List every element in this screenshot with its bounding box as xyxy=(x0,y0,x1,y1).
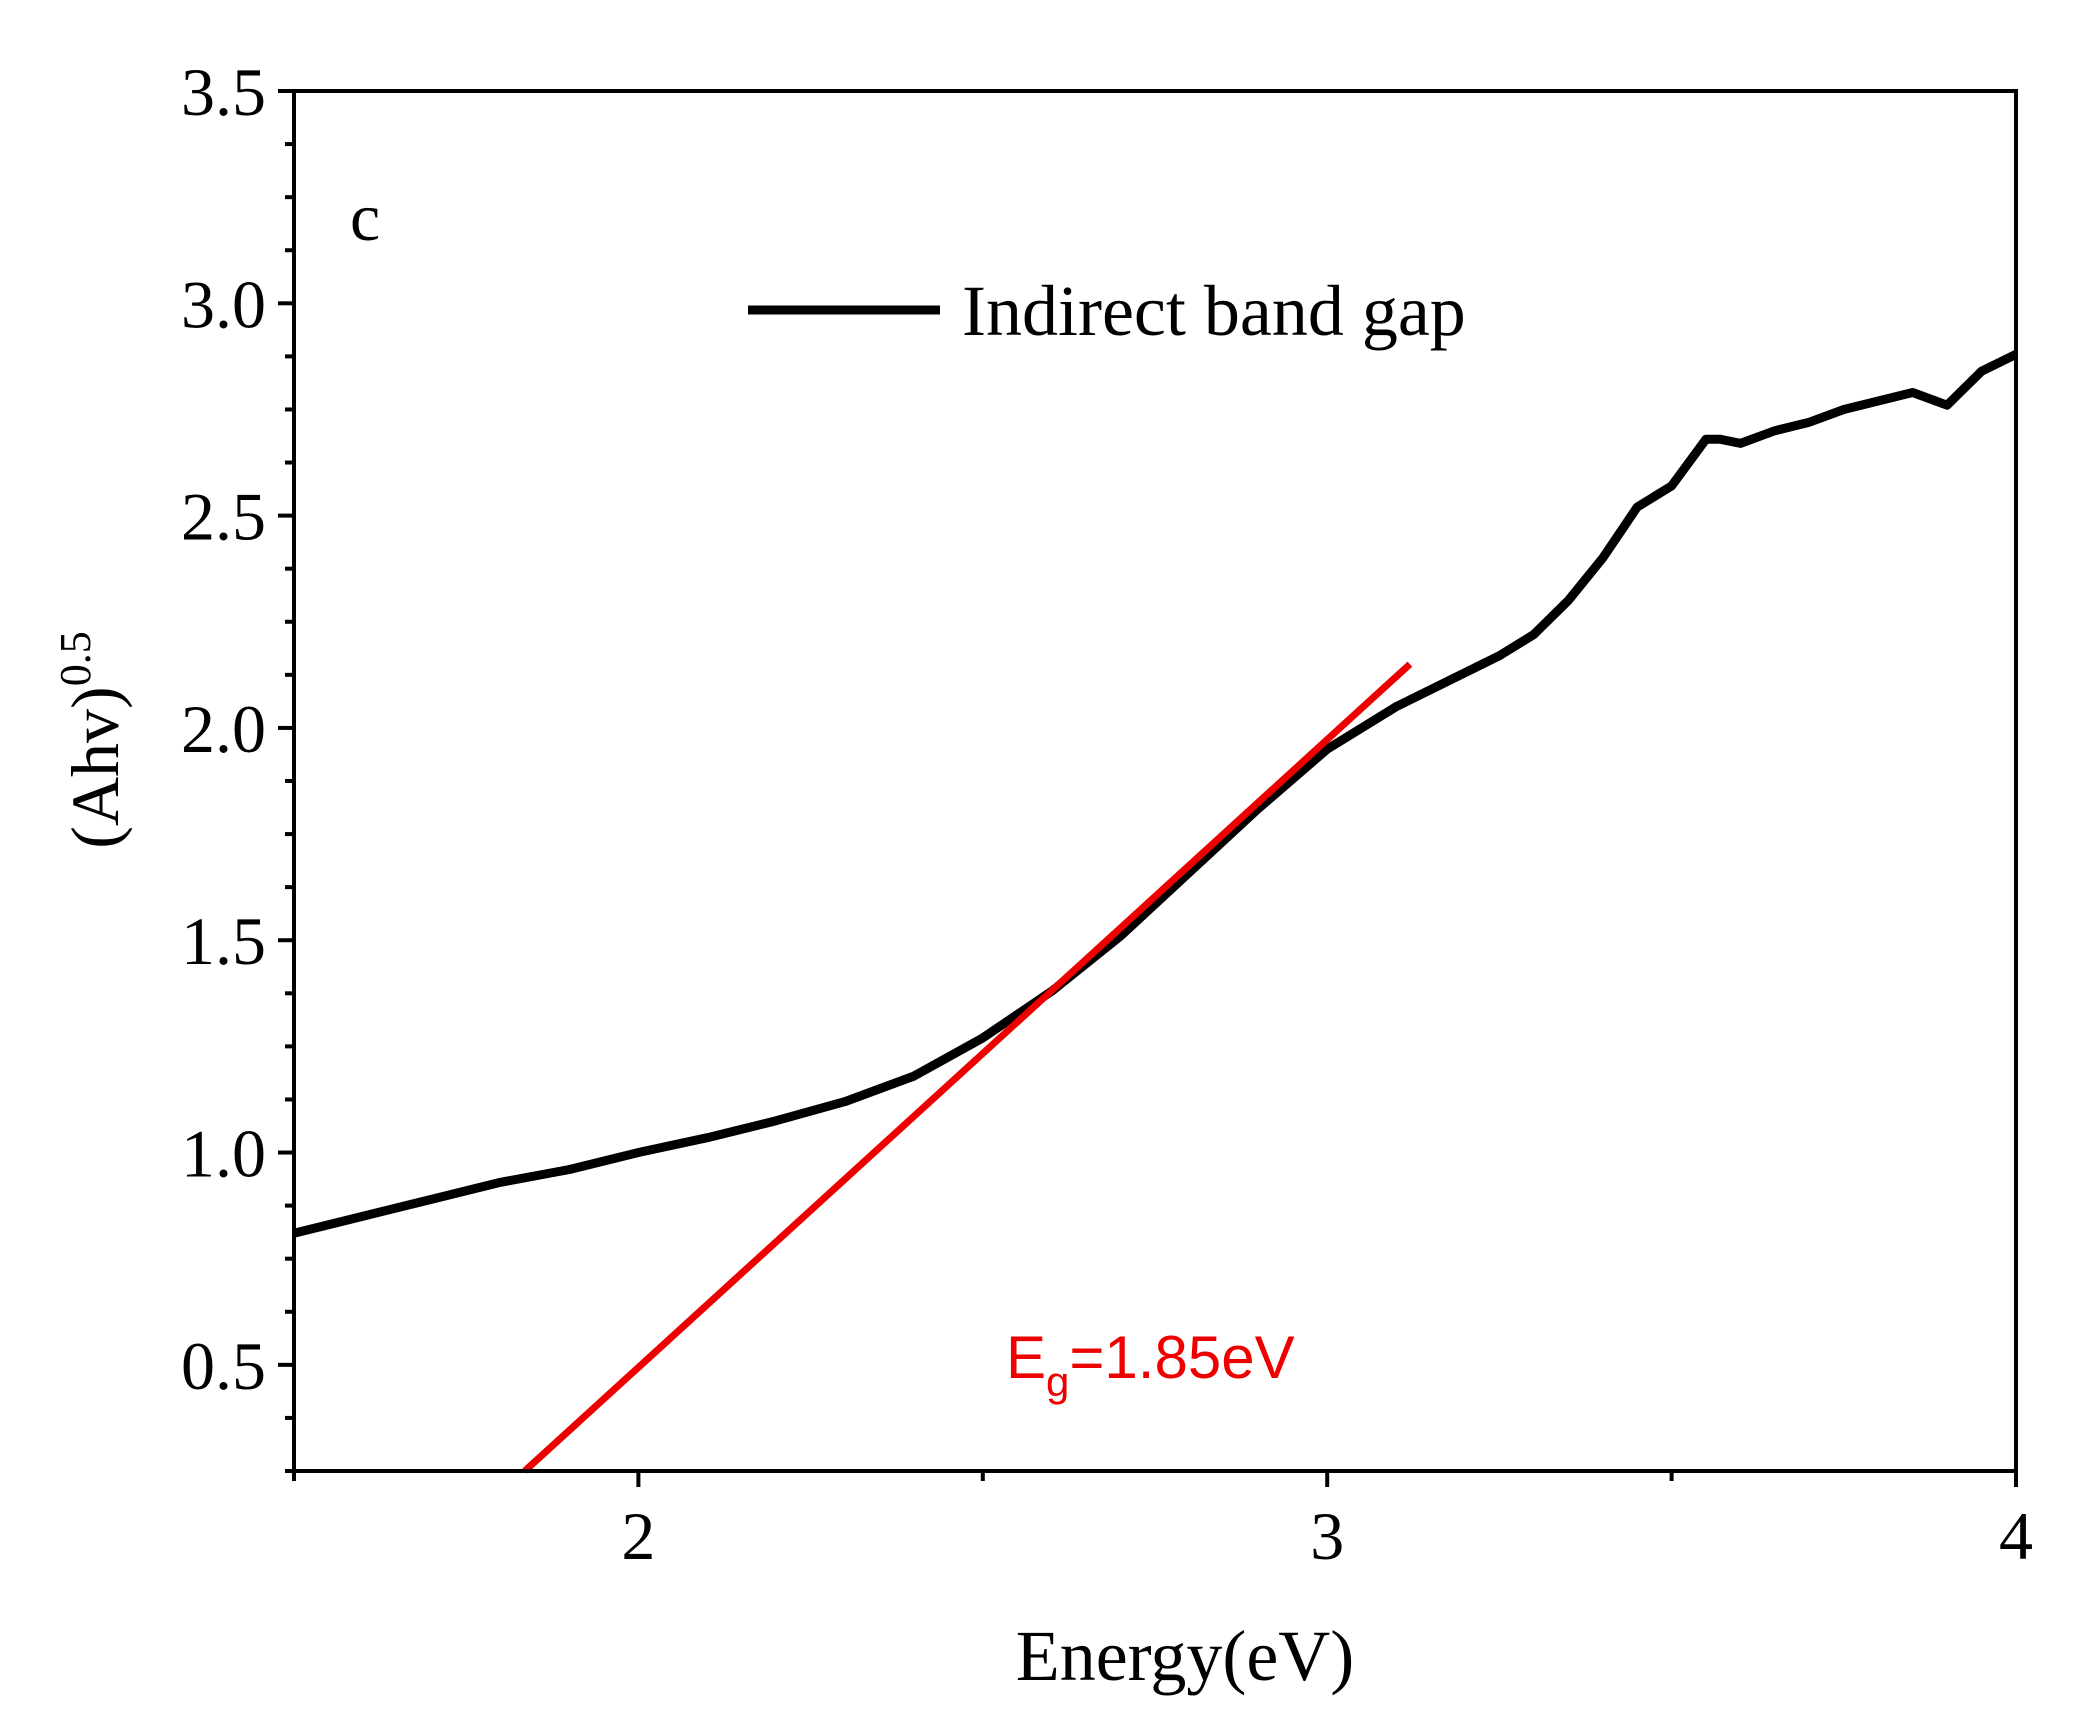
y-axis-title-base: (Ahv) xyxy=(57,686,133,848)
x-tick-label: 2 xyxy=(621,1498,655,1574)
indirect-band-gap-line xyxy=(292,350,2018,1238)
annotation-base: E xyxy=(1006,1324,1046,1391)
x-axis-title: Energy(eV) xyxy=(1016,1616,1355,1696)
x-tick-label: 3 xyxy=(1310,1498,1344,1574)
x-tick-label: 4 xyxy=(1999,1498,2033,1574)
y-tick-label: 3.0 xyxy=(181,266,266,342)
plot-frame xyxy=(292,89,2018,1473)
y-tick-label: 1.0 xyxy=(181,1116,266,1192)
annotation-subscript: g xyxy=(1046,1358,1069,1405)
band-gap-annotation: Eg=1.85eV xyxy=(1006,1324,1295,1405)
y-tick-label: 2.0 xyxy=(181,691,266,767)
series-layer xyxy=(292,350,2018,1474)
linear-fit-line xyxy=(522,661,1413,1474)
y-tick-label: 2.5 xyxy=(181,479,266,555)
annotation-value: =1.85eV xyxy=(1069,1324,1294,1391)
y-tick-label: 0.5 xyxy=(181,1328,266,1404)
y-axis-ticks: 0.5 1.0 1.5 2.0 2.5 3.0 3.5 xyxy=(181,54,294,1473)
y-tick-label: 1.5 xyxy=(181,903,266,979)
panel-label: c xyxy=(350,179,380,255)
y-tick-label: 3.5 xyxy=(181,54,266,130)
y-axis-title: (Ahv)0.5 xyxy=(51,631,133,848)
x-axis-ticks: 2 3 4 xyxy=(292,1471,2033,1574)
legend: Indirect band gap xyxy=(748,271,1466,351)
y-axis-title-superscript: 0.5 xyxy=(51,631,100,686)
legend-label: Indirect band gap xyxy=(962,271,1466,351)
